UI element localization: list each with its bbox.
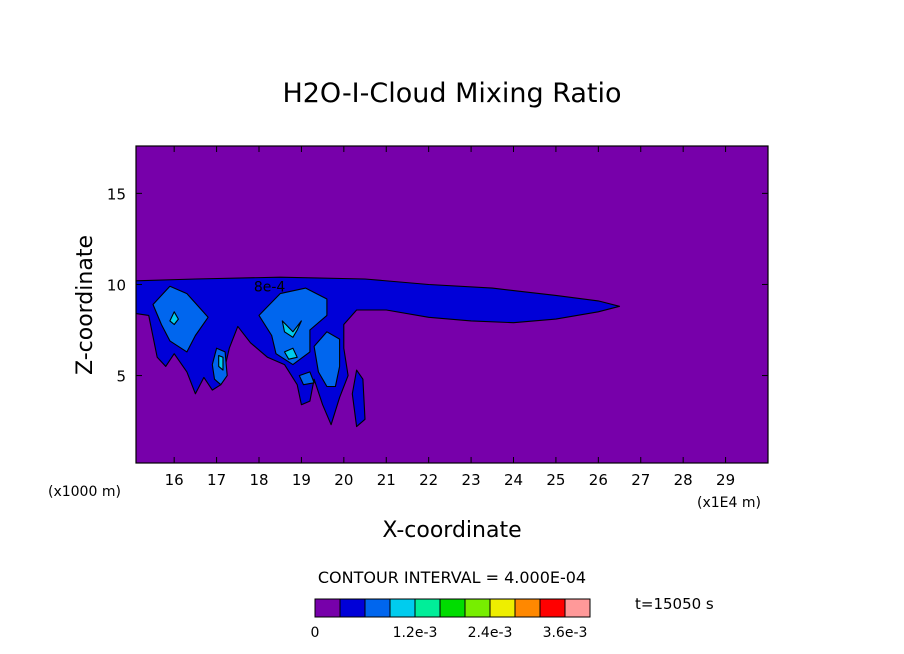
contour-interval-text: CONTOUR INTERVAL = 4.000E-04 (318, 568, 586, 587)
x-tick-label: 16 (165, 471, 184, 489)
contour-label: 8e-4 (254, 280, 286, 296)
colorbar-swatch (539, 598, 566, 618)
colorbar-swatch (339, 598, 366, 618)
colorbar-swatch (314, 598, 341, 618)
x-tick-label: 28 (674, 471, 693, 489)
contour-region-8e-4 (152, 285, 209, 353)
contour-region-8e-4 (258, 287, 328, 366)
contour-region-8e-4 (313, 331, 341, 388)
y-tick-label: 15 (107, 185, 126, 203)
colorbar-tick-label: 1.2e-3 (393, 625, 438, 641)
x-tick-label: 17 (207, 471, 226, 489)
colorbar-swatch (564, 598, 591, 618)
colorbar-swatch (414, 598, 441, 618)
x-tick-label: 18 (249, 471, 268, 489)
colorbar-swatch (489, 598, 516, 618)
x-tick-label: 27 (631, 471, 650, 489)
x-tick-label: 25 (546, 471, 565, 489)
contour-regions (136, 146, 768, 463)
colorbar-swatch (514, 598, 541, 618)
x-tick-label: 26 (589, 471, 608, 489)
contour-region-1.2e-3 (283, 347, 298, 360)
contour-region-4e-4 (351, 369, 366, 428)
colorbar-swatch (464, 598, 491, 618)
contour-region-8e-4 (298, 371, 315, 386)
colorbar-tick-label: 0 (311, 625, 320, 641)
chart-title: H2O-I-Cloud Mixing Ratio (282, 78, 621, 109)
colorbar-swatch (364, 598, 391, 618)
colorbar-tick-label: 2.4e-3 (468, 625, 513, 641)
y-axis-ticks: 5 10 15 (107, 185, 768, 386)
contour-region-4e-4 (136, 276, 621, 426)
colorbar (314, 598, 591, 618)
colorbar-swatch (389, 598, 416, 618)
x-axis-label: X-coordinate (382, 518, 521, 543)
x-tick-label: 29 (716, 471, 735, 489)
y-axis-label: Z-coordinate (73, 235, 98, 375)
x-tick-label: 19 (292, 471, 311, 489)
y-tick-label: 10 (107, 276, 126, 294)
colorbar-swatch (439, 598, 466, 618)
contour-region-1.2e-3 (169, 311, 179, 326)
colorbar-tick-labels: 0 1.2e-3 2.4e-3 3.6e-3 (311, 625, 588, 641)
x-tick-label: 21 (377, 471, 396, 489)
x-axis-unit-left: (x1000 m) (48, 484, 121, 500)
x-tick-label: 24 (504, 471, 523, 489)
contour-region-1.2e-3 (281, 320, 302, 338)
plot-frame (135, 145, 769, 464)
colorbar-tick-label: 3.6e-3 (543, 625, 588, 641)
y-tick-label: 5 (116, 368, 126, 386)
x-axis-unit-right: (x1E4 m) (697, 495, 761, 511)
x-axis-ticks: 16 17 18 19 20 21 22 23 24 25 26 27 28 29 (165, 146, 735, 489)
x-tick-label: 23 (462, 471, 481, 489)
x-tick-label: 20 (334, 471, 353, 489)
time-label: t=15050 s (635, 595, 714, 613)
contour-region-1.2e-3 (218, 354, 224, 371)
x-tick-label: 22 (419, 471, 438, 489)
